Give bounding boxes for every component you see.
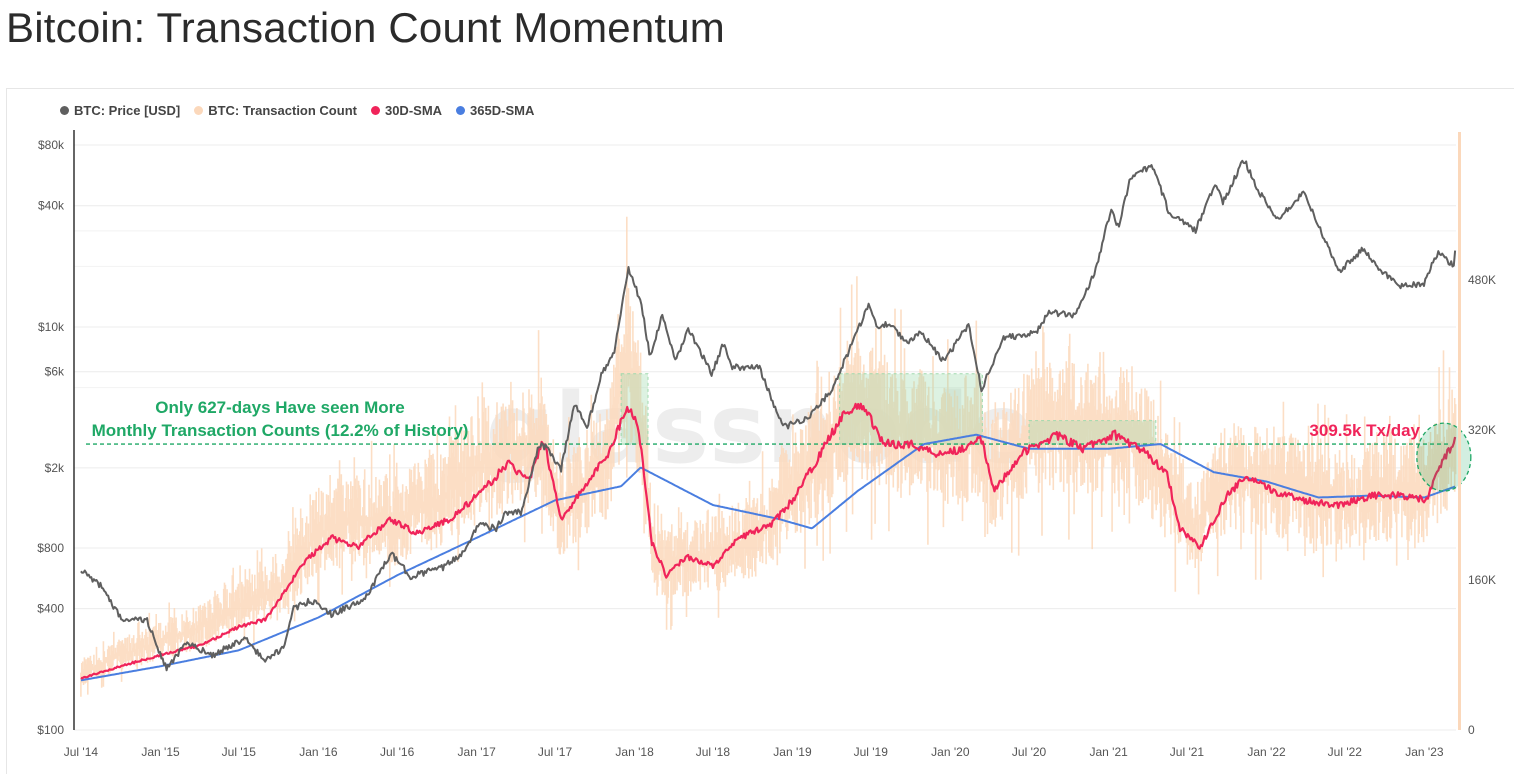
page-title: Bitcoin: Transaction Count Momentum bbox=[6, 4, 725, 51]
x-tick-label: Jan '18 bbox=[615, 745, 654, 759]
highlight-ellipse bbox=[1416, 422, 1472, 492]
x-tick-label: Jul '22 bbox=[1328, 745, 1363, 759]
y-right-tick-label: 480K bbox=[1468, 273, 1496, 287]
x-tick-label: Jan '16 bbox=[299, 745, 338, 759]
x-tick-label: Jul '19 bbox=[854, 745, 889, 759]
legend-dot bbox=[60, 106, 69, 115]
chart-panel bbox=[6, 88, 1514, 774]
y-left-tick-label: $400 bbox=[37, 602, 64, 616]
price-line bbox=[80, 159, 1457, 672]
legend-item[interactable]: BTC: Price [USD] bbox=[60, 103, 180, 118]
legend-label: BTC: Price [USD] bbox=[74, 103, 181, 118]
x-tick-label: Jan '22 bbox=[1247, 745, 1286, 759]
x-tick-label: Jan '17 bbox=[458, 745, 497, 759]
x-tick-label: Jul '14 bbox=[64, 745, 99, 759]
annotation-history-line2: Monthly Transaction Counts (12.2% of His… bbox=[92, 421, 469, 440]
legend-label: 30D-SMA bbox=[384, 103, 443, 118]
y-left-tick-label: $100 bbox=[37, 723, 64, 737]
y-left-tick-label: $2k bbox=[45, 461, 65, 475]
y-right-tick-label: 160K bbox=[1468, 573, 1496, 587]
x-tick-label: Jan '23 bbox=[1405, 745, 1444, 759]
x-tick-label: Jul '21 bbox=[1170, 745, 1205, 759]
legend-item[interactable]: 365D-SMA bbox=[456, 103, 534, 118]
sma30-line bbox=[80, 402, 1457, 680]
y-left-tick-label: $800 bbox=[37, 541, 64, 555]
right-axis-bar bbox=[1458, 132, 1461, 730]
y-right-tick-label: 320K bbox=[1468, 423, 1496, 437]
legend-label: BTC: Transaction Count bbox=[208, 103, 357, 118]
y-left-tick-label: $40k bbox=[38, 199, 65, 213]
legend-item[interactable]: 30D-SMA bbox=[370, 103, 443, 118]
sma365-line bbox=[80, 433, 1456, 682]
x-tick-label: Jan '15 bbox=[141, 745, 180, 759]
legend-dot bbox=[370, 106, 380, 115]
y-left-tick-label: $6k bbox=[45, 365, 65, 379]
x-tick-label: Jan '19 bbox=[773, 745, 812, 759]
x-tick-label: Jul '18 bbox=[696, 745, 731, 759]
legend-label: 365D-SMA bbox=[470, 103, 535, 118]
y-right-tick-label: 0 bbox=[1468, 723, 1475, 737]
annotation-history-line1: Only 627-days Have seen More bbox=[155, 398, 404, 417]
x-tick-label: Jan '21 bbox=[1089, 745, 1128, 759]
highlight-region bbox=[620, 373, 649, 445]
x-tick-label: Jul '15 bbox=[222, 745, 257, 759]
x-tick-label: Jul '16 bbox=[380, 745, 415, 759]
chart-legend: BTC: Price [USD] BTC: Transaction Count 30… bbox=[60, 103, 534, 118]
annotation-current-value: 309.5k Tx/day bbox=[1309, 421, 1420, 440]
y-left-tick-label: $10k bbox=[38, 320, 65, 334]
legend-item[interactable]: BTC: Transaction Count bbox=[194, 103, 357, 118]
legend-dot bbox=[456, 106, 466, 115]
y-left-tick-label: $80k bbox=[38, 138, 65, 152]
legend-dot bbox=[194, 106, 204, 115]
x-tick-label: Jan '20 bbox=[931, 745, 970, 759]
x-tick-label: Jul '20 bbox=[1012, 745, 1047, 759]
x-tick-label: Jul '17 bbox=[538, 745, 573, 759]
